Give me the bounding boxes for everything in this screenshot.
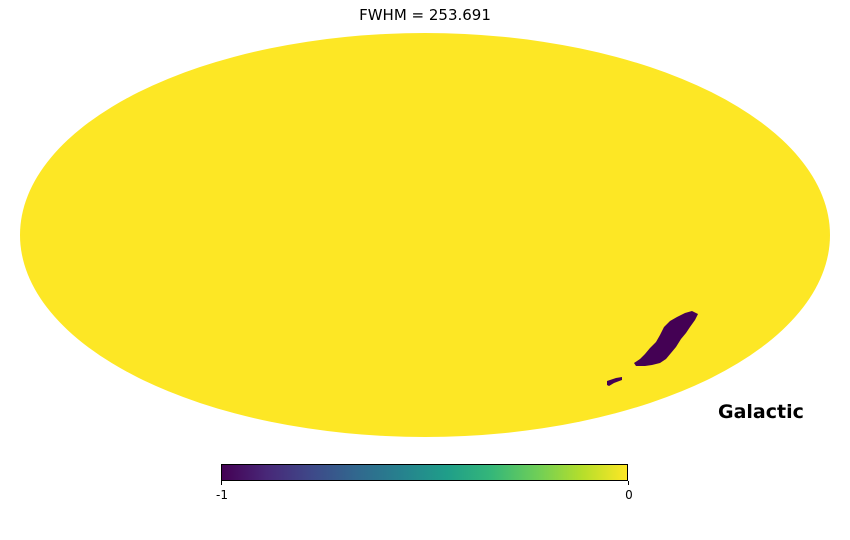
sky-map-ellipse [20, 33, 830, 437]
chart-title: FWHM = 253.691 [359, 6, 491, 24]
colorbar-tick-label-min: -1 [216, 488, 228, 502]
masked-region-main [634, 311, 698, 366]
colorbar-tick-label-max: 0 [625, 488, 633, 502]
masked-region-small [607, 377, 622, 386]
colorbar-tick-min [221, 481, 222, 485]
colorbar-tick-max [628, 481, 629, 485]
colorbar [221, 464, 628, 481]
coordinate-system-label: Galactic [718, 401, 804, 423]
